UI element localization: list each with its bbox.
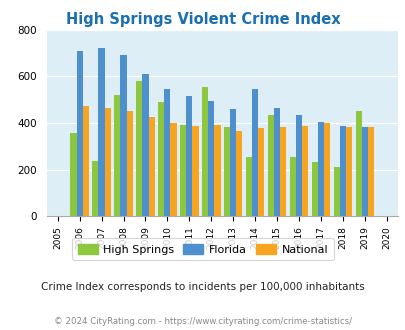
Bar: [208, 101, 214, 216]
Bar: [126, 111, 132, 216]
Text: High Springs Violent Crime Index: High Springs Violent Crime Index: [66, 12, 339, 26]
Bar: [361, 127, 367, 216]
Bar: [180, 125, 186, 216]
Bar: [230, 110, 236, 216]
Bar: [317, 122, 323, 216]
Bar: [186, 96, 192, 216]
Bar: [214, 125, 220, 216]
Bar: [252, 89, 258, 216]
Bar: [267, 115, 273, 216]
Bar: [170, 123, 176, 216]
Bar: [367, 127, 373, 216]
Bar: [295, 115, 301, 216]
Bar: [236, 131, 242, 216]
Bar: [273, 109, 279, 216]
Bar: [279, 127, 286, 216]
Text: Crime Index corresponds to incidents per 100,000 inhabitants: Crime Index corresponds to incidents per…: [41, 282, 364, 292]
Bar: [148, 116, 154, 216]
Bar: [114, 95, 120, 216]
Bar: [289, 157, 295, 216]
Bar: [77, 51, 83, 216]
Bar: [355, 111, 361, 216]
Bar: [345, 127, 352, 216]
Bar: [92, 161, 98, 216]
Bar: [98, 49, 104, 216]
Text: © 2024 CityRating.com - https://www.cityrating.com/crime-statistics/: © 2024 CityRating.com - https://www.city…: [54, 317, 351, 326]
Bar: [70, 133, 77, 216]
Bar: [202, 87, 208, 216]
Bar: [83, 106, 89, 216]
Bar: [333, 167, 339, 216]
Bar: [158, 102, 164, 216]
Bar: [142, 74, 148, 216]
Bar: [339, 126, 345, 216]
Bar: [245, 157, 252, 216]
Bar: [301, 126, 307, 216]
Bar: [104, 108, 111, 216]
Bar: [136, 81, 142, 216]
Bar: [164, 89, 170, 216]
Bar: [224, 127, 230, 216]
Legend: High Springs, Florida, National: High Springs, Florida, National: [72, 238, 333, 260]
Bar: [258, 128, 264, 216]
Bar: [311, 162, 317, 216]
Bar: [192, 126, 198, 216]
Bar: [323, 123, 329, 216]
Bar: [120, 55, 126, 216]
